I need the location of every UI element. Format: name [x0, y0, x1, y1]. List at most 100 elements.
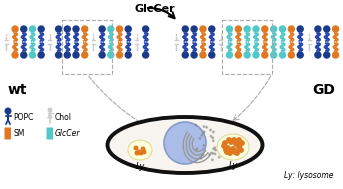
Circle shape: [196, 148, 198, 150]
Circle shape: [228, 151, 232, 155]
Circle shape: [201, 135, 202, 136]
Circle shape: [99, 52, 105, 58]
Circle shape: [12, 26, 18, 32]
Circle shape: [200, 52, 206, 58]
Circle shape: [288, 52, 294, 58]
Circle shape: [143, 52, 149, 58]
Circle shape: [226, 52, 233, 58]
Circle shape: [231, 147, 235, 151]
Circle shape: [227, 138, 231, 142]
Circle shape: [210, 152, 212, 154]
Circle shape: [212, 159, 213, 161]
Circle shape: [235, 151, 239, 155]
Circle shape: [235, 26, 241, 32]
Text: Ly: Ly: [228, 161, 238, 170]
Circle shape: [230, 149, 234, 153]
Circle shape: [191, 26, 197, 32]
Text: POPC: POPC: [13, 112, 33, 122]
Circle shape: [239, 148, 243, 152]
Circle shape: [99, 26, 105, 32]
Circle shape: [203, 126, 205, 127]
Circle shape: [212, 153, 214, 154]
Circle shape: [315, 26, 321, 32]
Circle shape: [209, 26, 215, 32]
Circle shape: [56, 26, 62, 32]
Circle shape: [209, 154, 210, 155]
Circle shape: [213, 148, 214, 150]
Circle shape: [200, 158, 202, 159]
Circle shape: [218, 156, 220, 158]
Circle shape: [108, 52, 114, 58]
Circle shape: [12, 52, 18, 58]
Circle shape: [200, 26, 206, 32]
Circle shape: [244, 26, 250, 32]
Circle shape: [203, 131, 205, 133]
Circle shape: [232, 138, 236, 142]
Circle shape: [125, 52, 131, 58]
Circle shape: [240, 141, 244, 145]
Circle shape: [237, 138, 241, 142]
Circle shape: [324, 26, 330, 32]
Circle shape: [229, 140, 233, 144]
Bar: [222, 20, 272, 74]
Circle shape: [182, 26, 188, 32]
Circle shape: [182, 52, 188, 58]
Circle shape: [297, 26, 303, 32]
Circle shape: [237, 146, 241, 150]
Circle shape: [202, 132, 204, 134]
Circle shape: [253, 26, 259, 32]
Circle shape: [117, 52, 122, 58]
Circle shape: [135, 151, 139, 155]
Circle shape: [117, 26, 122, 32]
Circle shape: [209, 52, 215, 58]
FancyBboxPatch shape: [4, 128, 11, 139]
FancyBboxPatch shape: [47, 128, 53, 139]
Circle shape: [199, 138, 201, 139]
Circle shape: [108, 26, 114, 32]
Text: Chol: Chol: [55, 112, 72, 122]
Circle shape: [315, 52, 321, 58]
Circle shape: [271, 26, 277, 32]
Circle shape: [324, 52, 330, 58]
Ellipse shape: [217, 134, 249, 160]
Ellipse shape: [128, 140, 152, 160]
Circle shape: [38, 52, 44, 58]
Circle shape: [236, 140, 240, 144]
Circle shape: [82, 26, 88, 32]
Circle shape: [234, 142, 238, 146]
Circle shape: [191, 52, 197, 58]
Text: SM: SM: [13, 129, 24, 139]
Circle shape: [297, 52, 303, 58]
Circle shape: [214, 153, 216, 155]
Circle shape: [212, 140, 214, 142]
Circle shape: [215, 149, 216, 151]
Text: GD: GD: [312, 83, 335, 97]
Circle shape: [238, 143, 242, 147]
Circle shape: [137, 150, 141, 154]
Circle shape: [29, 52, 35, 58]
Circle shape: [210, 136, 212, 137]
Circle shape: [226, 146, 230, 150]
Circle shape: [222, 144, 226, 148]
Circle shape: [64, 26, 70, 32]
Circle shape: [82, 52, 88, 58]
Bar: [62, 20, 112, 74]
Circle shape: [21, 52, 27, 58]
Circle shape: [253, 52, 259, 58]
Circle shape: [141, 147, 145, 151]
Text: Ly: Ly: [135, 162, 145, 171]
Circle shape: [202, 154, 204, 156]
Circle shape: [139, 151, 143, 155]
Circle shape: [212, 137, 214, 139]
Circle shape: [195, 125, 197, 126]
Circle shape: [56, 52, 62, 58]
Circle shape: [48, 108, 52, 112]
Circle shape: [280, 26, 285, 32]
Circle shape: [271, 52, 277, 58]
Circle shape: [226, 26, 233, 32]
Circle shape: [73, 52, 79, 58]
Circle shape: [73, 26, 79, 32]
Circle shape: [203, 145, 204, 146]
Circle shape: [213, 131, 214, 133]
Circle shape: [21, 26, 27, 32]
